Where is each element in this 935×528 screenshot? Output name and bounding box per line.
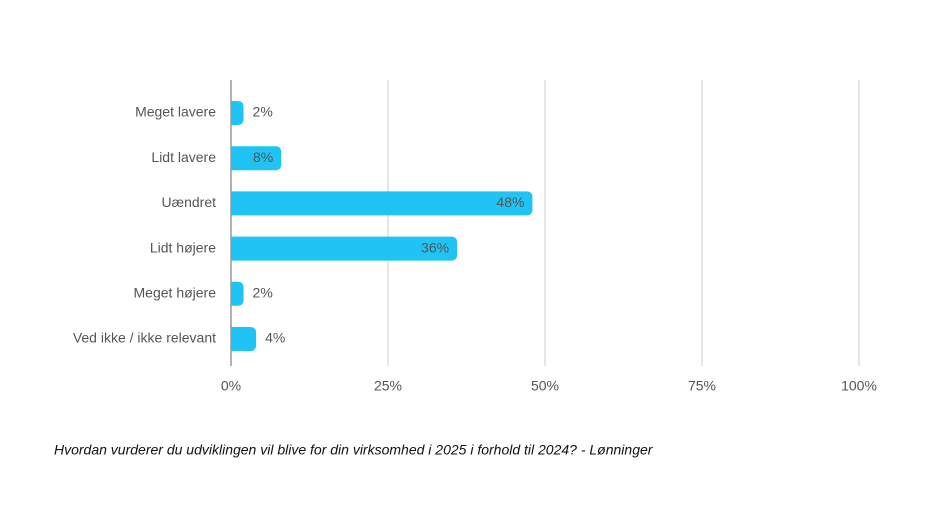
x-tick-label: 50%	[531, 378, 559, 394]
y-tick-label: Uændret	[162, 194, 217, 210]
bar	[231, 236, 458, 261]
data-label: 36%	[421, 239, 449, 255]
y-tick-label: Lidt højere	[150, 239, 216, 255]
bar	[231, 191, 533, 216]
x-tick-label: 100%	[841, 378, 877, 394]
x-tick-label: 75%	[688, 378, 716, 394]
data-label: 2%	[253, 285, 273, 301]
data-label: 2%	[253, 104, 273, 120]
x-tick-label: 25%	[374, 378, 402, 394]
bar	[231, 146, 282, 171]
caption: Hvordan vurderer du udviklingen vil bliv…	[54, 442, 654, 458]
y-tick-label: Lidt lavere	[151, 149, 216, 165]
bar	[231, 327, 257, 351]
data-label: 48%	[496, 194, 524, 210]
bar	[231, 281, 244, 306]
y-tick-label: Meget højere	[134, 285, 217, 301]
data-label: 4%	[265, 330, 285, 346]
y-tick-label: Meget lavere	[135, 104, 216, 120]
data-label: 8%	[253, 149, 273, 165]
y-tick-label: Ved ikke / ikke relevant	[73, 330, 216, 346]
x-tick-label: 0%	[221, 378, 241, 394]
bar	[231, 101, 244, 125]
